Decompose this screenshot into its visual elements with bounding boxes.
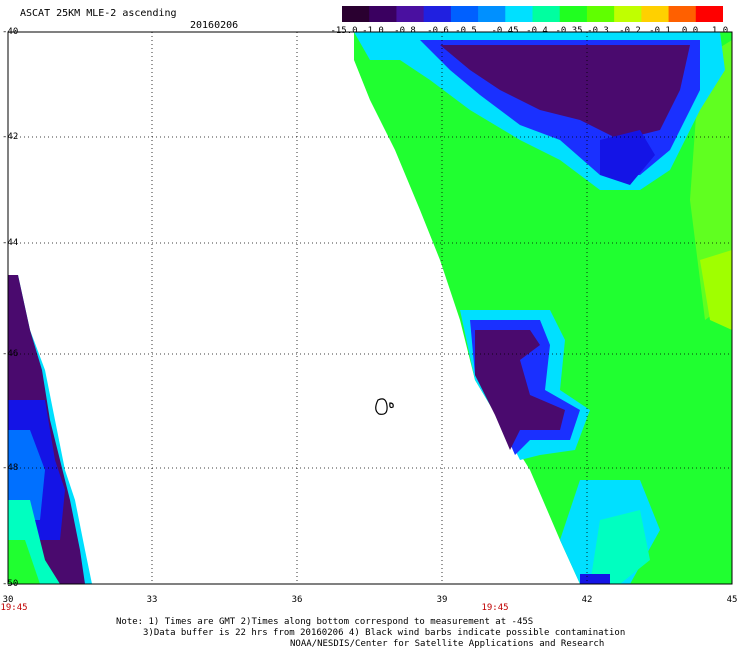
colorbar-label: -0.45 <box>491 26 519 36</box>
note-line-2: 3)Data buffer is 22 hrs from 20160206 4)… <box>143 628 626 638</box>
colorbar-segment <box>342 6 370 22</box>
colorbar-label: -0.4 <box>526 26 548 36</box>
colorbar-label: -0.2 <box>619 26 641 36</box>
x-tick-label: 30 <box>2 595 14 605</box>
colorbar-segment <box>450 6 479 22</box>
colorbar-label: -0.5 <box>455 26 477 36</box>
colorbar-label: -0.3 <box>587 26 609 36</box>
colorbar-label: 0.0 <box>681 26 699 36</box>
date-label: 20160206 <box>190 20 239 31</box>
colorbar-segment <box>423 6 452 22</box>
time-label-left: 19:45 <box>0 603 28 613</box>
y-tick-label: -44 <box>2 238 19 248</box>
x-tick-label: 45 <box>726 595 738 605</box>
colorbar-segment <box>559 6 588 22</box>
y-tick-label: -50 <box>2 579 19 589</box>
grid <box>8 32 732 584</box>
map-frame <box>7 31 733 585</box>
colorbar-label: -1.0 <box>362 26 384 36</box>
colorbar-segment <box>586 6 615 22</box>
right-swath <box>354 32 732 584</box>
x-tick-label: 39 <box>436 595 448 605</box>
colorbar-segment <box>478 6 506 22</box>
colorbar-segment <box>369 6 397 22</box>
note-line-3: NOAA/NESDIS/Center for Satellite Applica… <box>290 639 605 649</box>
colorbar-label: -0.8 <box>394 26 416 36</box>
colorbar-label: -0.35 <box>555 26 583 36</box>
colorbar-segment <box>695 6 723 22</box>
colorbar-segment <box>641 6 670 22</box>
y-tick-label: -42 <box>2 132 19 142</box>
colorbar-label: -0.6 <box>427 26 449 36</box>
island-outline <box>375 398 394 415</box>
colorbar-segment <box>668 6 697 22</box>
colorbar-segment <box>396 6 425 22</box>
left-swath <box>8 275 92 584</box>
colorbar-segment <box>532 6 561 22</box>
y-tick-label: -46 <box>2 349 19 359</box>
x-tick-label: 33 <box>146 595 158 605</box>
note-line-1: Note: 1) Times are GMT 2)Times along bot… <box>116 617 534 627</box>
x-tick-label: 36 <box>291 595 303 605</box>
colorbar-label: 1.0 <box>711 26 729 36</box>
colorbar-label: -0.1 <box>649 26 671 36</box>
colorbar <box>342 6 723 22</box>
x-tick-label: 42 <box>581 595 593 605</box>
time-label-center: 19:45 <box>481 603 509 613</box>
colorbar-segment <box>614 6 642 22</box>
y-tick-label: -48 <box>2 463 19 473</box>
colorbar-segment <box>505 6 533 22</box>
colorbar-label: -15.0 <box>330 26 358 36</box>
title: ASCAT 25KM MLE-2 ascending <box>20 8 177 19</box>
y-tick-label: -40 <box>2 27 19 37</box>
